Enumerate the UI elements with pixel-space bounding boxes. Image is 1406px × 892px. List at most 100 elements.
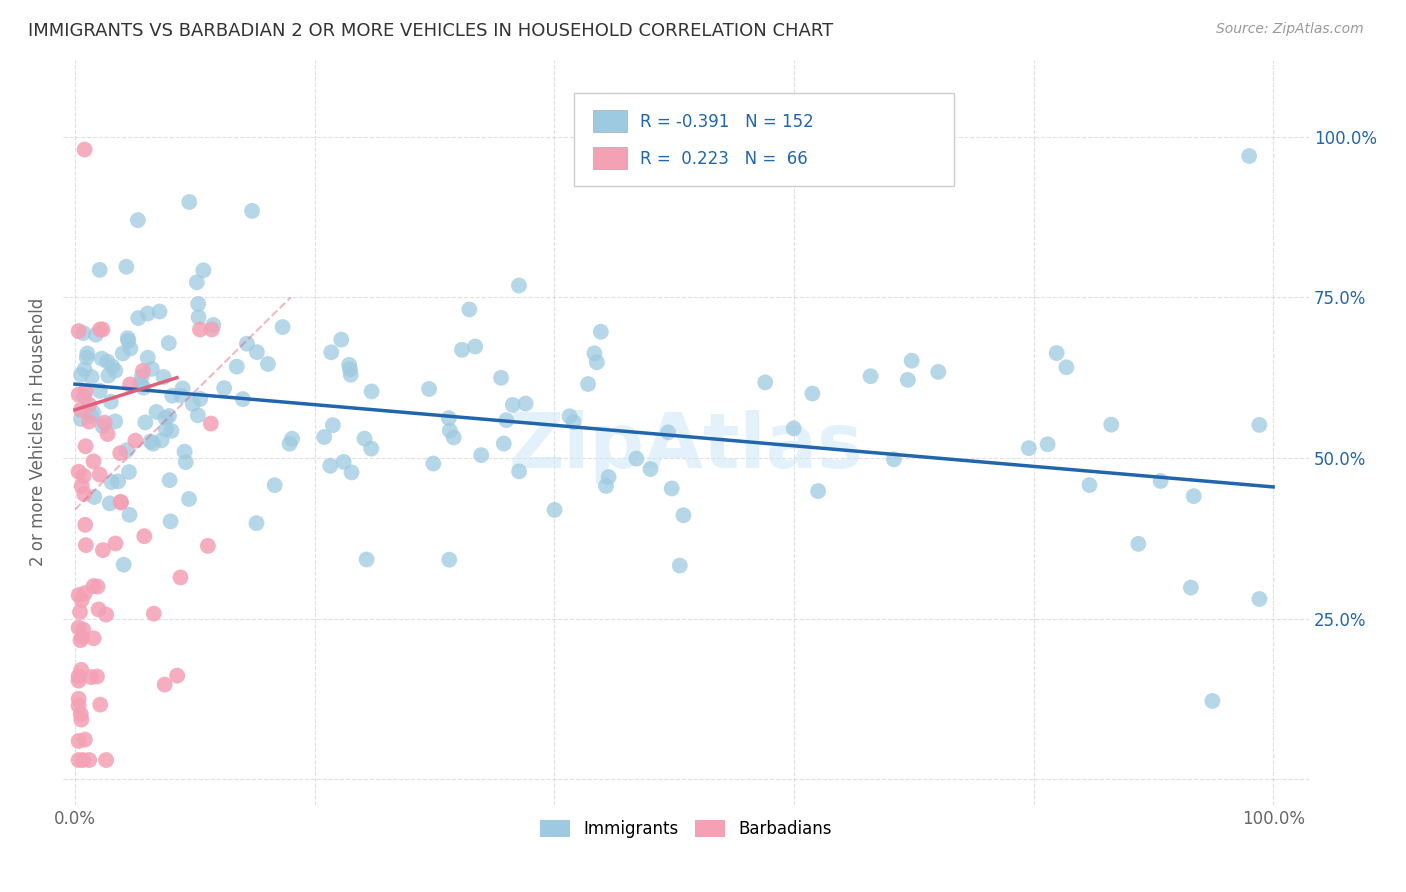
Point [1182, 489, 1205, 503]
Point [515, 396, 537, 410]
Point [153, 678, 176, 692]
Point [77, 398, 100, 412]
Point [1036, 437, 1059, 451]
Point [754, 376, 776, 390]
Point [271, 320, 294, 334]
Point [159, 515, 181, 529]
Point [443, 430, 465, 444]
Point [70, 402, 93, 417]
Point [70, 713, 93, 727]
Point [278, 436, 301, 450]
Point [127, 311, 149, 326]
Point [188, 392, 211, 406]
Point [1018, 441, 1040, 455]
Point [108, 446, 131, 460]
Point [100, 475, 122, 490]
Point [236, 336, 259, 351]
Point [668, 558, 690, 573]
Text: R = -0.391   N = 152: R = -0.391 N = 152 [640, 112, 814, 131]
Point [117, 331, 139, 345]
Point [337, 358, 360, 372]
Point [75, 384, 97, 399]
Point [69, 605, 91, 619]
Point [77, 753, 100, 767]
Point [502, 398, 524, 412]
Point [67, 465, 90, 479]
Point [148, 304, 170, 318]
Point [67, 698, 90, 713]
Point [340, 466, 363, 480]
Point [101, 359, 124, 374]
Point [86, 580, 108, 594]
Point [576, 377, 599, 392]
Point [69, 633, 91, 648]
Point [127, 213, 149, 227]
Point [83, 490, 105, 504]
Point [72, 623, 94, 637]
Point [640, 462, 662, 476]
Point [339, 362, 361, 376]
Point [70, 593, 93, 607]
Y-axis label: 2 or more Vehicles in Household: 2 or more Vehicles in Household [30, 298, 46, 566]
Point [155, 411, 177, 425]
Point [157, 336, 180, 351]
Point [169, 570, 191, 584]
Point [1078, 478, 1101, 492]
Point [1099, 417, 1122, 432]
Point [73, 469, 96, 483]
Point [1180, 581, 1202, 595]
Point [70, 479, 93, 493]
Point [72, 753, 94, 767]
Point [73, 586, 96, 600]
Point [177, 491, 200, 506]
Point [91, 322, 114, 336]
Point [330, 333, 353, 347]
Point [87, 602, 110, 616]
Point [322, 418, 344, 433]
Point [136, 351, 159, 365]
Point [80, 670, 103, 684]
Point [75, 517, 97, 532]
Point [321, 345, 343, 359]
Point [783, 421, 806, 435]
Point [142, 607, 165, 621]
Point [508, 278, 530, 293]
Point [142, 436, 165, 450]
Point [186, 275, 208, 289]
Point [160, 389, 183, 403]
Point [70, 368, 93, 382]
Point [801, 386, 824, 401]
Point [439, 424, 461, 438]
Text: ZipAtlas: ZipAtlas [509, 410, 863, 484]
Point [67, 588, 90, 602]
Point [107, 475, 129, 489]
Point [67, 734, 90, 748]
Point [111, 346, 134, 360]
Point [73, 487, 96, 501]
Point [155, 422, 177, 436]
Point [73, 389, 96, 403]
Point [583, 346, 606, 360]
Point [543, 503, 565, 517]
Point [118, 508, 141, 522]
Point [94, 607, 117, 622]
Point [159, 473, 181, 487]
Point [104, 414, 127, 428]
Point [281, 432, 304, 446]
Point [89, 322, 111, 336]
Point [94, 416, 117, 430]
Point [927, 365, 949, 379]
Point [508, 464, 530, 478]
Point [104, 364, 127, 378]
Point [495, 413, 517, 427]
Point [314, 430, 336, 444]
Point [73, 143, 96, 157]
Point [141, 362, 163, 376]
Point [117, 334, 139, 348]
Point [96, 354, 118, 368]
Point [187, 310, 209, 325]
Point [332, 455, 354, 469]
Point [492, 436, 515, 450]
Point [188, 322, 211, 336]
Point [80, 370, 103, 384]
